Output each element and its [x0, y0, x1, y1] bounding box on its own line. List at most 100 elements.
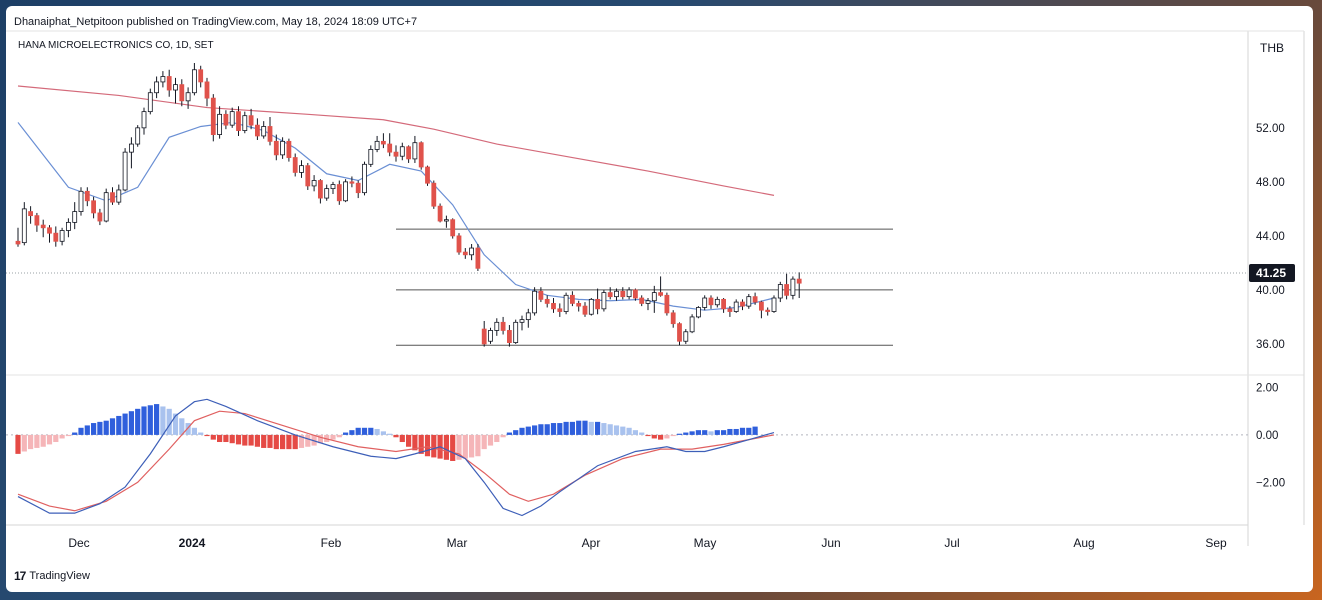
candle-up — [519, 319, 525, 323]
candle-down — [677, 323, 682, 342]
time-tick-label: Jun — [821, 536, 840, 550]
macd-tick-label: −2.00 — [1256, 477, 1285, 489]
candle-down — [406, 146, 412, 160]
time-tick-label: Aug — [1073, 536, 1094, 550]
macd-tick-label: 2.00 — [1256, 382, 1278, 394]
macd-histogram-bar-negative — [34, 434, 40, 448]
time-tick-label: Dec — [68, 536, 89, 550]
macd-histogram-bar-positive — [361, 427, 368, 435]
chart-canvas[interactable]: HANA MICROELECTRONICS CO, 1D, SET THB 36… — [6, 6, 1313, 592]
macd-histogram-bar-negative — [645, 434, 651, 437]
candle-down — [658, 292, 663, 296]
candle-down — [236, 111, 241, 131]
candle-down — [204, 81, 210, 99]
candle-up — [412, 142, 418, 160]
candle-down — [639, 297, 645, 304]
macd-histogram-bar-positive — [380, 431, 386, 435]
candle-down — [570, 294, 575, 304]
candle-up — [771, 297, 777, 312]
macd-histogram-bar-positive — [626, 427, 632, 435]
candle-up — [72, 211, 78, 223]
candle-up — [261, 126, 267, 137]
macd-histogram-bar-negative — [317, 434, 323, 444]
candle-down — [349, 181, 355, 184]
candles-layer — [15, 63, 802, 347]
tradingview-wordmark: TradingView — [29, 570, 90, 582]
macd-histogram-bar-negative — [670, 434, 676, 437]
candle-down — [355, 182, 361, 194]
macd-histogram-bar-positive — [702, 430, 708, 435]
time-tick-label: 2024 — [179, 536, 206, 550]
macd-histogram-bar-negative — [450, 434, 456, 461]
candle-down — [425, 166, 430, 184]
time-tick-label: Mar — [447, 536, 468, 550]
macd-histogram-bar-positive — [746, 427, 752, 435]
macd-histogram-bar-negative — [418, 434, 424, 454]
candle-up — [689, 316, 695, 333]
macd-histogram-bar-positive — [368, 427, 374, 435]
publish-attribution: Dhanaiphat_Netpitoon published on Tradin… — [14, 16, 418, 28]
price-axis-ticks: 36.00 40.00 44.00 48.00 52.00 — [1256, 123, 1285, 351]
candle-up — [626, 289, 632, 298]
candle-down — [292, 157, 298, 173]
candle-down — [551, 303, 556, 310]
macd-histogram-bar-positive — [154, 404, 160, 435]
macd-histogram-bar-negative — [280, 434, 286, 450]
macd-histogram-bar-positive — [166, 408, 172, 435]
macd-histogram-bar-positive — [595, 421, 601, 435]
candle-up — [160, 76, 166, 83]
macd-histogram-bar-negative — [286, 434, 292, 450]
macd-histogram-bar-positive — [374, 428, 380, 435]
candle-up — [733, 301, 739, 312]
macd-histogram-bar-negative — [267, 434, 273, 448]
candle-down — [759, 301, 764, 311]
macd-histogram-bar-positive — [135, 408, 141, 435]
candle-up — [702, 297, 708, 308]
candle-up — [103, 192, 109, 222]
candle-up — [714, 298, 720, 306]
candle-up — [217, 113, 223, 135]
candle-up — [513, 321, 519, 343]
candle-up — [116, 189, 122, 203]
ma-slow-layer — [17, 85, 775, 196]
candle-up — [651, 292, 657, 302]
macd-histogram-bar-negative — [59, 434, 65, 439]
time-tick-label: Feb — [321, 536, 342, 550]
macd-histogram-bar-positive — [708, 431, 714, 435]
candle-down — [166, 76, 172, 91]
candle-up — [330, 184, 336, 190]
candle-down — [538, 290, 544, 300]
tradingview-mark-icon: 17 — [14, 569, 26, 583]
candle-up — [494, 321, 500, 331]
candle-up — [532, 290, 537, 314]
macd-histogram-bar-positive — [689, 431, 695, 435]
candle-down — [198, 69, 204, 83]
macd-histogram-bar-positive — [607, 424, 613, 435]
candle-up — [21, 208, 27, 244]
macd-histogram-bar-negative — [242, 434, 248, 446]
candle-down — [595, 298, 600, 310]
candle-up — [645, 300, 651, 304]
candle-up — [154, 81, 160, 94]
candle-up — [399, 146, 405, 157]
macd-histogram-bar-positive — [160, 406, 166, 435]
candle-down — [481, 328, 487, 345]
macd-histogram-bar-negative — [393, 434, 399, 438]
candle-up — [790, 278, 796, 296]
candle-down — [544, 298, 550, 304]
macd-histogram-bar-positive — [349, 430, 355, 435]
macd-histogram-bar-positive — [191, 427, 197, 435]
candle-up — [469, 247, 475, 256]
macd-histogram-bar-negative — [462, 434, 468, 459]
candle-down — [664, 294, 670, 314]
candle-down — [273, 140, 279, 156]
currency-label: THB — [1260, 41, 1284, 55]
candle-up — [59, 230, 65, 242]
macd-histogram-bar-negative — [248, 434, 254, 446]
candle-down — [110, 192, 115, 203]
tradingview-logo[interactable]: 17 TradingView — [14, 569, 90, 583]
macd-histogram-bar-positive — [721, 430, 727, 435]
candle-down — [248, 115, 254, 126]
candle-up — [374, 140, 380, 150]
macd-histogram-bar-positive — [147, 405, 153, 435]
